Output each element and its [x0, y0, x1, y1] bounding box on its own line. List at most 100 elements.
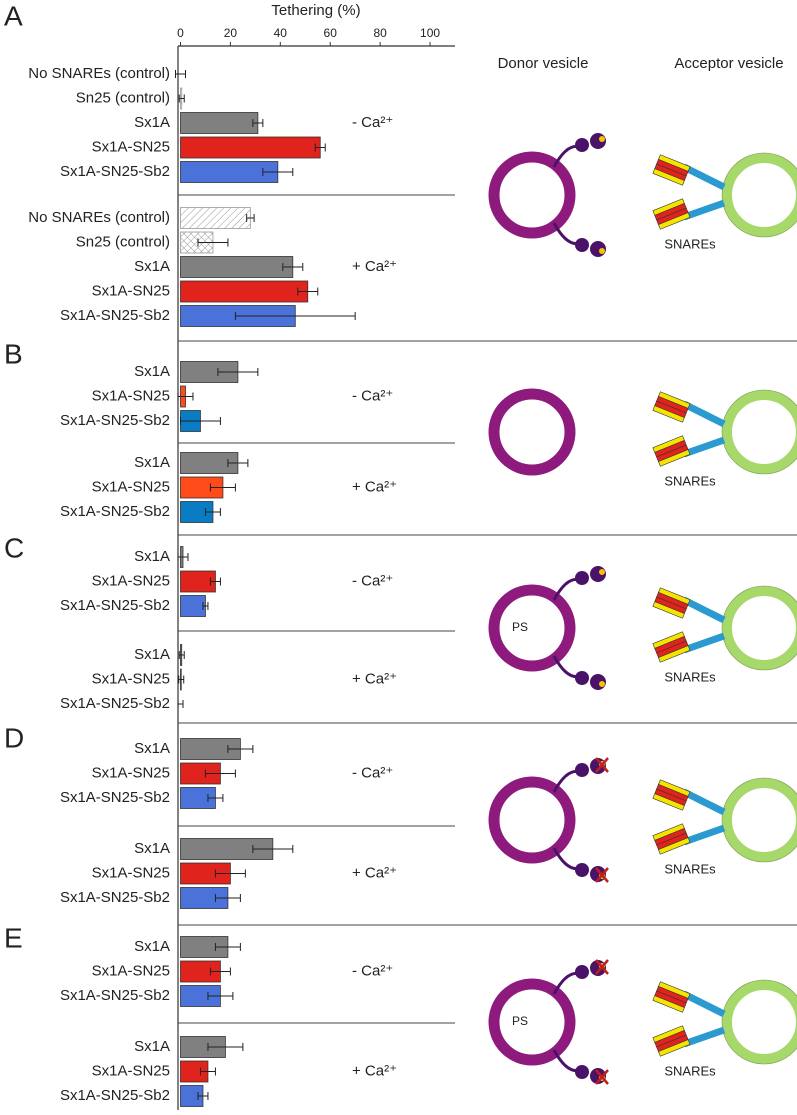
category-label: Sx1A-SN25-Sb2 [60, 412, 170, 429]
snare-anchor [682, 596, 726, 624]
snare-bundle [652, 823, 691, 855]
c2-domain [575, 571, 589, 585]
snare-bundle [652, 435, 691, 467]
c2-domain [575, 763, 589, 777]
condition-label: + Ca²⁺ [352, 670, 397, 687]
x-tick-label: 40 [274, 26, 288, 40]
bar [180, 112, 259, 134]
condition-label: + Ca²⁺ [352, 1062, 397, 1079]
snare-helix [658, 212, 691, 230]
bar [180, 280, 309, 303]
bar [180, 595, 206, 617]
condition-label: + Ca²⁺ [352, 258, 397, 275]
snare-helix [652, 995, 685, 1013]
acceptor-vesicle [722, 778, 797, 862]
x-tick-label: 60 [324, 26, 338, 40]
snare-bundle [652, 198, 691, 230]
category-label: Sx1A-SN25 [92, 1062, 170, 1079]
calcium-site [599, 681, 605, 687]
snare-bundle [652, 981, 691, 1013]
category-label: Sx1A-SN25-Sb2 [60, 789, 170, 806]
category-label: Sx1A [134, 363, 170, 380]
category-label: Sx1A-SN25 [92, 138, 170, 155]
panel-letter: D [4, 722, 24, 753]
category-label: Sx1A-SN25-Sb2 [60, 503, 170, 520]
snare-helix [658, 837, 691, 855]
donor-vesicle [488, 978, 576, 1066]
snare-anchor [682, 163, 726, 191]
snare-helix [658, 1039, 691, 1057]
category-label: Sn25 (control) [76, 89, 170, 106]
panel-letter: C [4, 532, 24, 563]
category-label: Sx1A-SN25-Sb2 [60, 1087, 170, 1104]
category-label: No SNAREs (control) [28, 209, 170, 226]
snare-label: SNAREs [664, 236, 716, 251]
c2-domain [575, 138, 589, 152]
mutation-mark [595, 867, 609, 883]
bar [180, 207, 251, 229]
snare-anchor [682, 199, 726, 221]
snare-anchor [682, 436, 726, 458]
bar [180, 136, 321, 159]
calcium-site [599, 569, 605, 575]
acceptor-outline [721, 777, 797, 863]
condition-label: - Ca²⁺ [352, 962, 393, 979]
acceptor-vesicle [722, 586, 797, 670]
snare-helix [652, 405, 685, 423]
donor-vesicle [488, 584, 576, 672]
donor-title: Donor vesicle [498, 55, 589, 72]
category-label: Sx1A-SN25 [92, 670, 170, 687]
c2-domain [575, 1065, 589, 1079]
bar [180, 256, 294, 278]
snare-label: SNAREs [664, 473, 716, 488]
acceptor-outline [721, 152, 797, 238]
category-label: Sx1A [134, 548, 170, 565]
snare-anchor [682, 400, 726, 428]
donor-vesicle [488, 776, 576, 864]
panel-letter: E [4, 922, 23, 953]
acceptor-vesicle [722, 980, 797, 1064]
category-label: Sx1A [134, 258, 170, 275]
snare-helix [658, 645, 691, 663]
donor-vesicle [488, 388, 576, 476]
category-label: Sx1A [134, 740, 170, 757]
category-label: Sx1A [134, 938, 170, 955]
snare-anchor [682, 990, 726, 1018]
category-label: Sx1A-SN25-Sb2 [60, 889, 170, 906]
acceptor-vesicle [722, 153, 797, 237]
c2-domain [575, 671, 589, 685]
snare-helix [658, 449, 691, 467]
condition-label: - Ca²⁺ [352, 572, 393, 589]
x-tick-label: 0 [177, 26, 184, 40]
panel-letter: A [4, 0, 23, 31]
snare-bundle [652, 779, 691, 811]
lipid-label: PS [512, 620, 528, 634]
snare-helix [652, 168, 685, 186]
category-label: Sx1A-SN25 [92, 572, 170, 589]
mutation-mark [595, 959, 609, 975]
acceptor-outline [721, 979, 797, 1065]
snare-bundle [652, 391, 691, 423]
category-label: Sx1A-SN25 [92, 387, 170, 404]
snare-anchor [682, 632, 726, 654]
donor-vesicle [488, 151, 576, 239]
calcium-site [599, 248, 605, 254]
condition-label: - Ca²⁺ [352, 387, 393, 404]
category-label: No SNAREs (control) [28, 65, 170, 82]
category-label: Sx1A-SN25 [92, 478, 170, 495]
snare-helix [652, 793, 685, 811]
c2-domain [575, 965, 589, 979]
mutation-mark [595, 1069, 609, 1085]
x-tick-label: 20 [224, 26, 238, 40]
acceptor-title: Acceptor vesicle [674, 55, 783, 72]
snare-anchor [682, 788, 726, 816]
mutation-mark [595, 757, 609, 773]
snare-label: SNAREs [664, 1063, 716, 1078]
acceptor-vesicle [722, 390, 797, 474]
condition-label: - Ca²⁺ [352, 764, 393, 781]
x-tick-label: 80 [373, 26, 387, 40]
category-label: Sx1A-SN25-Sb2 [60, 695, 170, 712]
category-label: Sx1A [134, 1038, 170, 1055]
